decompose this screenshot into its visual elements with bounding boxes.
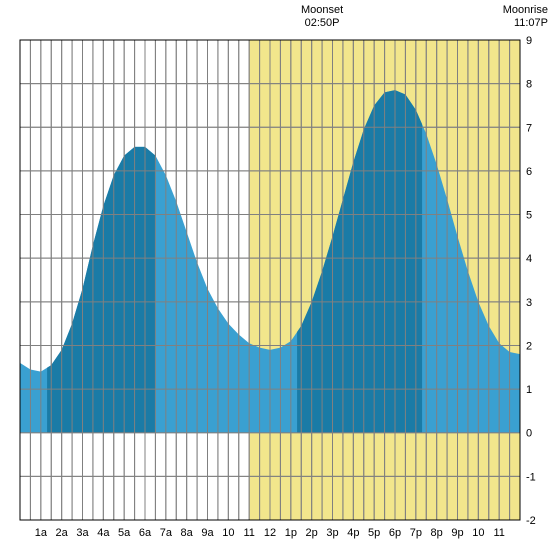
moonset-label: Moonset 02:50P — [301, 4, 343, 30]
svg-text:-2: -2 — [526, 515, 536, 527]
svg-text:9a: 9a — [201, 527, 214, 539]
svg-text:11: 11 — [243, 527, 254, 539]
svg-text:8p: 8p — [431, 527, 443, 539]
svg-text:5a: 5a — [118, 527, 131, 539]
svg-text:11: 11 — [493, 527, 504, 539]
svg-text:0: 0 — [526, 428, 532, 440]
svg-text:3a: 3a — [76, 527, 89, 539]
svg-text:12: 12 — [264, 527, 276, 539]
svg-text:10: 10 — [222, 527, 234, 539]
svg-text:4: 4 — [526, 253, 532, 265]
moonrise-label: Moonrise 11:07P — [503, 4, 548, 30]
svg-text:4p: 4p — [347, 527, 359, 539]
svg-text:3p: 3p — [326, 527, 338, 539]
svg-text:7a: 7a — [160, 527, 173, 539]
svg-text:4a: 4a — [97, 527, 110, 539]
svg-text:7p: 7p — [410, 527, 422, 539]
svg-text:-1: -1 — [526, 471, 536, 483]
svg-text:1a: 1a — [35, 527, 48, 539]
svg-text:8: 8 — [526, 79, 532, 91]
svg-text:5p: 5p — [368, 527, 380, 539]
svg-text:2p: 2p — [306, 527, 318, 539]
svg-text:5: 5 — [526, 210, 532, 222]
svg-text:2a: 2a — [56, 527, 69, 539]
chart-svg: -2-101234567891a2a3a4a5a6a7a8a9a1011121p… — [0, 0, 550, 550]
tide-chart: Moonset 02:50P Moonrise 11:07P -2-101234… — [0, 0, 550, 550]
svg-text:8a: 8a — [181, 527, 194, 539]
svg-text:10: 10 — [472, 527, 484, 539]
svg-text:6a: 6a — [139, 527, 152, 539]
svg-text:7: 7 — [526, 122, 532, 134]
svg-text:9p: 9p — [451, 527, 463, 539]
svg-text:1: 1 — [526, 384, 532, 396]
svg-text:6: 6 — [526, 166, 532, 178]
svg-text:3: 3 — [526, 297, 532, 309]
svg-text:6p: 6p — [389, 527, 401, 539]
svg-text:9: 9 — [526, 35, 532, 47]
svg-text:2: 2 — [526, 340, 532, 352]
svg-text:1p: 1p — [285, 527, 297, 539]
